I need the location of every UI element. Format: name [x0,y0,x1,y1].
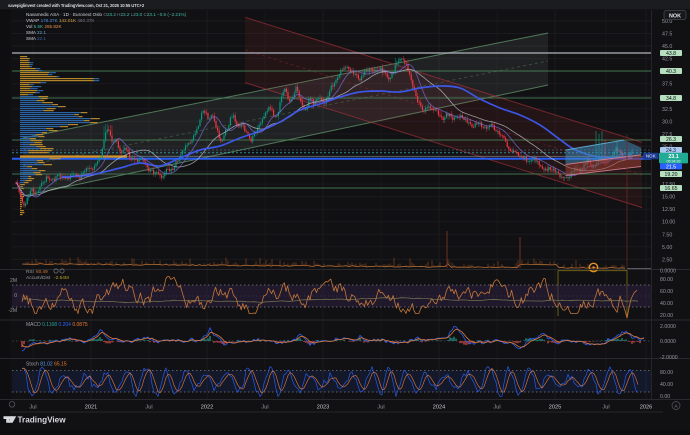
svg-text:80.00: 80.00 [660,277,673,283]
svg-text:Stoch 81.02 65.15: Stoch 81.02 65.15 [26,362,67,368]
svg-text:-2.0000: -2.0000 [660,355,678,361]
svg-text:NOK: NOK [646,154,657,159]
svg-text:Jul: Jul [145,405,152,411]
svg-text:2024: 2024 [433,405,445,411]
svg-text:20.00: 20.00 [660,313,673,319]
svg-text:19.20: 19.20 [665,172,678,178]
svg-text:2M: 2M [10,278,17,284]
svg-text:12.50: 12.50 [662,207,675,213]
svg-text:80.00: 80.00 [660,370,673,376]
svg-text:2021: 2021 [85,405,97,411]
svg-text:VWAP 178.37K 142.01K 460.37K: VWAP 178.37K 142.01K 460.37K [26,18,95,23]
svg-text:SMA 22.1: SMA 22.1 [26,30,46,35]
svg-text:37.5: 37.5 [662,82,672,88]
svg-text:45.0: 45.0 [662,44,672,50]
svg-text:34.8: 34.8 [666,96,676,102]
svg-text:Jul: Jul [602,405,609,411]
svg-text:30.0: 30.0 [662,119,672,125]
svg-text:2025: 2025 [549,405,561,411]
svg-text:Jul: Jul [29,405,36,411]
svg-text:RSI: RSI [26,269,34,274]
svg-text:-2M: -2M [8,308,17,314]
svg-text:0.0000: 0.0000 [660,339,676,345]
svg-text:Vol 5.5K 265.82K: Vol 5.5K 265.82K [26,24,62,29]
svg-text:2.50: 2.50 [662,257,672,263]
svg-text:40.00: 40.00 [660,301,673,307]
svg-text:16.65: 16.65 [665,186,678,192]
svg-text:A: A [675,403,678,408]
svg-text:0: 0 [14,293,17,299]
svg-text:32.5: 32.5 [662,107,672,113]
svg-text:Navamedic ASA · 1D · Euronext: Navamedic ASA · 1D · Euronext Oslo O23.2… [26,12,187,17]
svg-text:21.5: 21.5 [666,164,676,170]
svg-text:0.0000: 0.0000 [660,269,676,275]
svg-text:05:34:39: 05:34:39 [667,160,681,164]
svg-text:15.00: 15.00 [662,195,675,201]
svg-text:26.3: 26.3 [666,137,676,143]
svg-text:Jul: Jul [493,405,500,411]
svg-text:42.5: 42.5 [662,57,672,63]
svg-text:SMA 22.1: SMA 22.1 [26,36,46,41]
svg-text:-2.54M: -2.54M [54,275,69,281]
svg-text:Jul: Jul [377,405,384,411]
svg-text:47.5: 47.5 [662,32,672,38]
svg-text:Accum/Dist: Accum/Dist [26,275,51,281]
svg-text:0.00: 0.00 [660,394,670,400]
svg-text:10.00: 10.00 [662,220,675,226]
svg-text:5.00: 5.00 [662,245,672,251]
svg-text:2.0000: 2.0000 [660,324,676,330]
svg-text:43.8: 43.8 [666,51,676,57]
svg-text:60.00: 60.00 [660,289,673,295]
svg-text:savepiglinvest created with Tr: savepiglinvest created with TradingView.… [8,3,145,8]
svg-text:Jul: Jul [261,405,268,411]
svg-text:MACD 0.1168 0.204 0.0875: MACD 0.1168 0.204 0.0875 [26,322,88,328]
svg-text:7.50: 7.50 [662,232,672,238]
svg-text:40.3: 40.3 [666,69,676,75]
svg-text:2022: 2022 [201,405,213,411]
svg-text:NOK: NOK [669,13,681,19]
svg-text:2023: 2023 [317,405,329,411]
svg-text:2026: 2026 [640,405,652,411]
svg-text:TradingView: TradingView [18,416,67,425]
svg-text:40.00: 40.00 [660,382,673,388]
svg-text:60.49: 60.49 [36,269,48,274]
